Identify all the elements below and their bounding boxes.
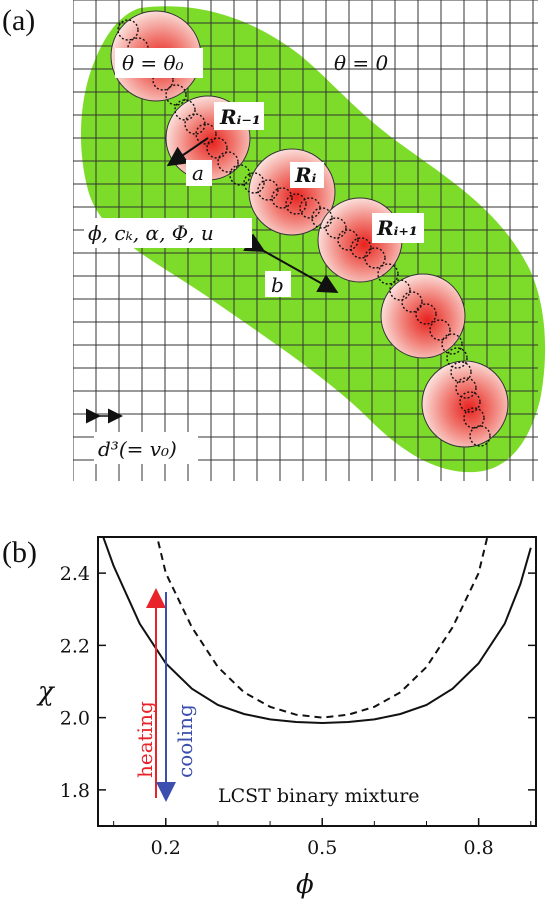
monomer bbox=[285, 193, 307, 215]
monomer bbox=[350, 237, 372, 259]
phase-diagram-chart: 1.8 2.0 2.2 2.4 0.2 0.5 0.8 bbox=[60, 536, 537, 859]
monomer bbox=[271, 187, 293, 209]
monomer bbox=[243, 172, 265, 194]
x-tick-label: 0.2 bbox=[151, 837, 181, 859]
cooling-label: cooling bbox=[173, 704, 197, 778]
monomer bbox=[195, 123, 217, 145]
monomer bbox=[117, 19, 139, 41]
y-tick-label: 2.2 bbox=[60, 635, 90, 657]
y-tick-label: 1.8 bbox=[60, 780, 90, 802]
x-tick-label: 0.5 bbox=[307, 837, 337, 859]
monomer bbox=[450, 361, 472, 383]
binodal-curve bbox=[102, 537, 532, 725]
monomer bbox=[463, 407, 485, 429]
b-label-box: b bbox=[265, 271, 291, 297]
x-tick-label: 0.8 bbox=[464, 837, 494, 859]
monomer bbox=[364, 247, 386, 269]
plot-frame bbox=[97, 536, 537, 827]
bead-label-i+1: Rᵢ₊₁ bbox=[372, 213, 424, 243]
monomer bbox=[441, 333, 463, 355]
y-tick-label: 2.0 bbox=[60, 708, 90, 730]
x-axis-label: ϕ bbox=[296, 870, 314, 900]
svg-text:Rᵢ₊₁: Rᵢ₊₁ bbox=[376, 216, 418, 240]
svg-text:b: b bbox=[271, 273, 284, 297]
monomer bbox=[206, 137, 228, 159]
svg-text:ϕ, cₖ, α, Φ, u: ϕ, cₖ, α, Φ, u bbox=[88, 221, 214, 245]
a-label-box: a bbox=[186, 160, 212, 186]
monomer bbox=[229, 164, 251, 186]
monomer bbox=[337, 229, 359, 251]
monomer bbox=[152, 69, 174, 91]
y-tick-label: 2.4 bbox=[60, 563, 90, 585]
monomer bbox=[469, 425, 491, 447]
grid-size-box: d³(= v₀) bbox=[94, 432, 198, 464]
radius-arrow bbox=[166, 137, 209, 167]
monomer bbox=[429, 319, 451, 341]
svg-text:Rᵢ: Rᵢ bbox=[294, 163, 317, 187]
theta-zero-label: θ = 0 bbox=[334, 51, 389, 75]
svg-text:θ = θ₀: θ = θ₀ bbox=[122, 51, 184, 75]
bead-5 bbox=[380, 273, 466, 359]
bead-label-i: Rᵢ bbox=[290, 162, 324, 188]
monomer bbox=[217, 151, 239, 173]
monomer bbox=[459, 391, 481, 413]
fields-box: ϕ, cₖ, α, Φ, u bbox=[84, 218, 252, 248]
bead-label-i-1: Rᵢ₋₁ bbox=[214, 102, 264, 130]
monomer bbox=[325, 217, 347, 239]
mixture-label: LCST binary mixture bbox=[218, 785, 420, 807]
panel-a-label: (a) bbox=[2, 4, 35, 37]
monomer bbox=[165, 84, 187, 106]
spinodal-curve bbox=[156, 537, 489, 719]
monomer bbox=[377, 263, 399, 285]
svg-text:Rᵢ₋₁: Rᵢ₋₁ bbox=[219, 105, 261, 129]
monomer bbox=[174, 99, 196, 121]
svg-text:a: a bbox=[192, 161, 204, 185]
y-axis-label: χ bbox=[36, 677, 56, 707]
svg-text:d³(= v₀): d³(= v₀) bbox=[98, 437, 177, 461]
monomer bbox=[257, 179, 279, 201]
theta0-box: θ = θ₀ bbox=[115, 48, 203, 78]
monomer bbox=[401, 291, 423, 313]
monomer bbox=[311, 207, 333, 229]
bond-arrow bbox=[243, 233, 339, 293]
monomer bbox=[415, 303, 437, 325]
monomer bbox=[389, 279, 411, 301]
heating-label: heating bbox=[133, 701, 157, 778]
monomer bbox=[446, 347, 468, 369]
panel-b-label: (b) bbox=[2, 536, 37, 569]
bead-6 bbox=[421, 360, 509, 448]
monomer bbox=[455, 377, 477, 399]
